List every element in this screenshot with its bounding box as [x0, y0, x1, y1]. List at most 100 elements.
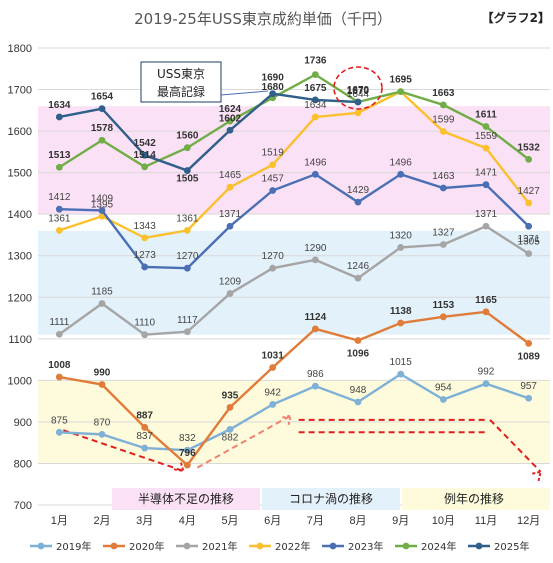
data-point-2021 [226, 290, 234, 297]
legend-marker-2023 [329, 542, 337, 550]
data-point-2021 [482, 222, 490, 230]
data-label-2024: 1736 [304, 56, 327, 67]
data-label-2022: 1361 [176, 213, 199, 224]
data-label-2020: 1089 [518, 351, 541, 362]
data-label-2019: 1015 [390, 357, 413, 368]
y-tick-label: 1400 [8, 209, 32, 221]
data-point-2022 [482, 144, 490, 152]
band-blue [38, 230, 550, 335]
x-tick-label: 12月 [517, 515, 540, 527]
data-point-2020 [226, 403, 234, 411]
band-label-corona: コロナ渦の推移 [289, 491, 373, 506]
band-label-normal-year: 例年の推移 [444, 492, 504, 506]
data-point-2023 [269, 187, 277, 194]
data-point-2020 [141, 423, 149, 431]
data-point-2020 [482, 308, 490, 316]
data-label-2022: 1395 [91, 199, 114, 210]
arrowhead-down-year-end [531, 470, 543, 482]
data-label-2024: 1578 [91, 123, 114, 134]
data-label-2021: 1111 [49, 317, 69, 328]
band-labels: 半導体不足の推移 コロナ渦の推移 例年の推移 [112, 488, 550, 510]
data-point-2025 [183, 167, 191, 174]
data-label-2020: 935 [222, 390, 239, 401]
data-point-2019 [354, 398, 362, 406]
data-label-2025: 1634 [48, 100, 71, 111]
data-label-2022: 1519 [262, 148, 285, 159]
data-label-2023: 1429 [347, 185, 370, 196]
data-point-2020 [55, 373, 63, 381]
data-label-2023: 1496 [390, 157, 413, 168]
data-point-2023 [439, 184, 447, 192]
data-label-2020: 1165 [475, 295, 497, 306]
x-tick-label: 7月 [307, 515, 324, 527]
data-label-2020: 1096 [347, 348, 370, 359]
y-tick-label: 1700 [8, 85, 32, 97]
data-point-2020 [439, 313, 447, 321]
y-tick-label: 700 [14, 500, 32, 512]
data-label-2021: 1305 [518, 237, 541, 248]
data-label-2022: 1634 [304, 100, 327, 111]
data-label-2024: 1560 [176, 131, 199, 142]
data-point-2020 [354, 337, 362, 344]
data-point-2022 [525, 199, 533, 207]
data-label-2025: 1602 [219, 113, 242, 124]
data-point-2023 [141, 263, 149, 271]
data-label-2021: 1270 [262, 251, 285, 262]
legend-label-2023: 2023年 [348, 540, 383, 553]
data-label-2021: 1320 [390, 230, 413, 241]
data-point-2023 [354, 198, 362, 206]
series-line-2020 [59, 310, 530, 467]
data-point-2024 [439, 101, 447, 109]
data-point-2025 [141, 151, 149, 159]
data-label-2024: 1695 [390, 75, 413, 86]
data-point-2020 [311, 325, 319, 333]
data-point-2023 [482, 181, 490, 189]
data-point-2020 [397, 319, 405, 327]
data-point-2024 [98, 136, 106, 144]
chart-title: 2019-25年USS東京成約単価（千円） [134, 10, 392, 28]
data-point-2022 [226, 183, 234, 191]
y-tick-label: 900 [14, 417, 32, 429]
data-point-2024 [311, 71, 319, 78]
legend: 2019年 2020年 2021年 2022年 2023年 2024年 2025年 [30, 540, 529, 553]
arrowhead-down-semiconductor [173, 461, 185, 473]
data-label-2019: 882 [222, 432, 239, 443]
data-label-2019: 992 [478, 367, 495, 378]
data-point-2019 [269, 401, 277, 408]
legend-label-2021: 2021年 [202, 540, 237, 553]
legend-label-2025: 2025年 [494, 540, 529, 553]
x-tick-label: 8月 [349, 515, 366, 527]
data-label-2020: 1124 [304, 312, 326, 323]
data-point-2021 [525, 250, 533, 258]
record-callout: USS東京 最高記録 [140, 61, 383, 110]
data-label-2019: 948 [350, 385, 367, 396]
data-label-2020: 990 [94, 368, 111, 379]
y-axis: 700 800 900 1000 1100 1200 1300 1400 1500 1600 170… [8, 43, 32, 512]
data-point-2022 [183, 226, 191, 234]
data-point-2022 [55, 226, 63, 234]
corner-label: 【グラフ2】 [482, 10, 550, 25]
callout-line-1: USS東京 [157, 67, 205, 81]
legend-marker-2022 [256, 542, 264, 550]
data-point-2025 [269, 90, 277, 98]
data-label-2024: 1624 [219, 104, 242, 115]
data-point-2023 [311, 170, 319, 178]
data-label-2022: 1644 [347, 89, 370, 100]
record-highlight-circle [333, 66, 383, 110]
data-point-2019 [98, 430, 106, 438]
data-point-2022 [439, 128, 447, 135]
data-point-2020 [269, 364, 277, 371]
data-point-2020 [183, 461, 191, 469]
y-tick-label: 1500 [8, 168, 32, 180]
data-label-2023: 1371 [219, 209, 242, 220]
data-point-2024 [226, 117, 234, 125]
data-point-2022 [269, 161, 277, 169]
data-label-2023: 1270 [176, 251, 199, 262]
data-label-2019: 957 [520, 381, 537, 392]
legend-marker-2019 [37, 542, 45, 550]
data-label-2024: 1680 [262, 82, 285, 93]
y-tick-label: 1200 [8, 292, 32, 304]
data-label-2021: 1185 [91, 287, 113, 298]
data-label-2020: 1138 [390, 306, 412, 317]
data-point-2021 [141, 331, 149, 339]
